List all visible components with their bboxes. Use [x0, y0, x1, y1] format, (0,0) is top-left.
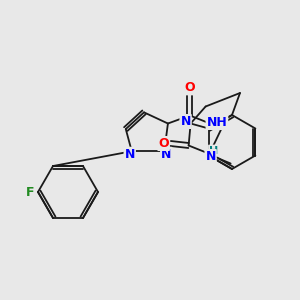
- Text: N: N: [161, 148, 172, 161]
- Text: N: N: [124, 148, 135, 161]
- Text: NH: NH: [206, 116, 227, 129]
- Text: O: O: [184, 81, 195, 94]
- Text: N: N: [180, 115, 191, 128]
- Text: F: F: [26, 185, 34, 199]
- Text: N: N: [206, 150, 216, 163]
- Text: H: H: [209, 146, 218, 155]
- Text: O: O: [158, 137, 169, 150]
